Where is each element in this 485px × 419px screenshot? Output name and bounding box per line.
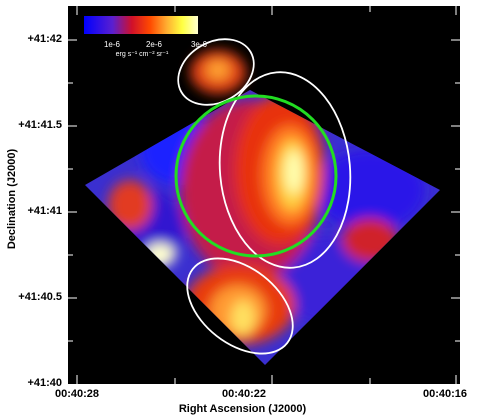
colorbar-unit: erg s⁻¹ cm⁻² sr⁻¹: [115, 51, 169, 58]
emission-blob-north: [190, 50, 246, 94]
colorbar-tick-2: 2e-6: [145, 40, 162, 49]
north-region-ellipse: [177, 38, 255, 106]
ytick-label: +41:40.5: [18, 291, 62, 303]
xtick-label: 00:40:28: [54, 388, 100, 400]
colorbar-tick-3: 3e-6: [190, 40, 207, 49]
south-region-ellipse: [186, 257, 294, 355]
x-axis-title: Right Ascension (J2000): [178, 403, 307, 415]
ytick-label: +41:41: [27, 205, 62, 217]
ytick-label: +41:40: [27, 377, 62, 389]
colorbar-tick-1: 1e-6: [103, 40, 120, 49]
xtick-label: 00:40:22: [221, 388, 267, 400]
ytick-label: +41:41.5: [18, 119, 62, 131]
colorbar: [84, 16, 198, 34]
axis-ticks: [68, 6, 460, 384]
central-region-ellipse: [218, 71, 352, 269]
xtick-label: 00:40:16: [422, 388, 468, 400]
ytick-label: +41:42: [27, 33, 62, 45]
aperture-circle: [174, 94, 338, 258]
y-axis-title: Declination (J2000): [6, 148, 18, 250]
